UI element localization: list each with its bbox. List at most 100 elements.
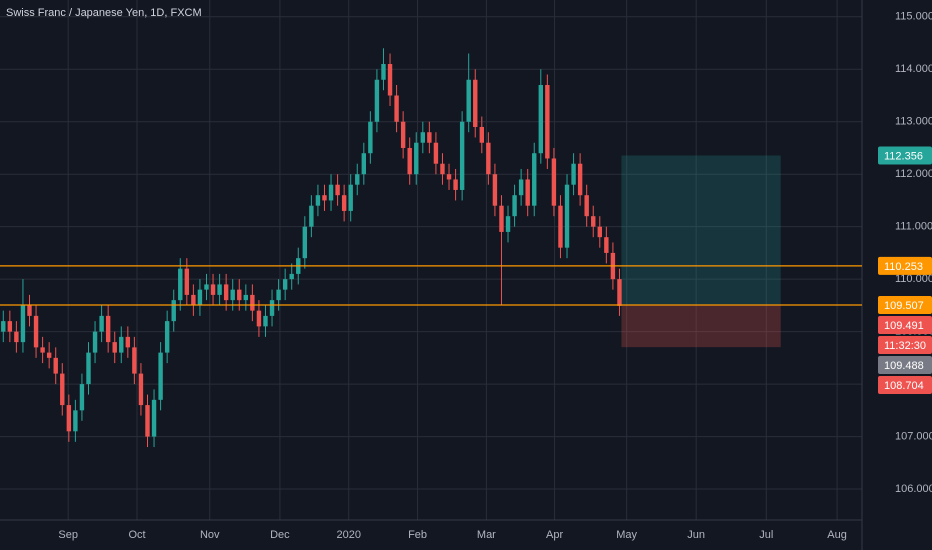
candle-body — [53, 357, 58, 374]
candle-body — [571, 163, 576, 185]
candle-body — [387, 64, 393, 96]
x-tick-label: Sep — [58, 529, 78, 541]
candle-body — [145, 405, 150, 437]
candle-body — [132, 347, 137, 374]
candle-body — [617, 279, 622, 306]
candle-body — [525, 179, 530, 206]
candle-body — [237, 289, 242, 301]
candle-body — [328, 184, 334, 201]
candle-body — [302, 226, 308, 259]
price-tag-label: 110.253 — [884, 261, 923, 273]
candle-body — [584, 195, 589, 217]
y-tick-label: 114.000 — [895, 63, 932, 75]
y-tick-label: 112.000 — [895, 168, 932, 180]
candle-body — [361, 153, 367, 175]
candle-body — [33, 315, 39, 348]
price-tag-label: 11:32:30 — [884, 340, 926, 352]
x-tick-label: Nov — [200, 529, 220, 541]
candle-body — [355, 174, 360, 185]
candle-body — [27, 305, 32, 316]
y-tick-label: 111.000 — [895, 221, 932, 233]
price-tag — [878, 376, 932, 395]
candle-body — [105, 315, 111, 343]
candle-body — [459, 121, 465, 190]
candle-body — [512, 195, 517, 217]
candle-body — [486, 142, 491, 175]
candle-body — [538, 85, 543, 154]
candle-body — [420, 132, 426, 143]
candle-body — [1, 321, 6, 332]
candle-body — [46, 352, 52, 358]
candle-body — [243, 294, 249, 301]
candle-body — [151, 399, 157, 437]
candle-body — [505, 216, 511, 232]
candle-body — [210, 284, 216, 295]
candle-body — [381, 64, 386, 80]
candle-body — [276, 289, 281, 301]
y-tick-label: 113.000 — [895, 116, 932, 128]
candle-body — [282, 279, 288, 290]
candle-body — [335, 184, 340, 196]
candle-body — [394, 95, 399, 122]
price-tag-label: 109.491 — [884, 320, 924, 332]
x-tick-label: Jul — [759, 529, 773, 541]
y-tick-label: 106.000 — [895, 483, 932, 495]
candle-body — [604, 237, 609, 253]
candle-body — [564, 184, 570, 248]
y-tick-label: 107.000 — [895, 430, 932, 442]
candle-body — [60, 373, 65, 406]
candle-body — [473, 79, 478, 127]
candle-body — [348, 184, 353, 211]
candle-body — [440, 163, 445, 175]
candle-body — [577, 163, 583, 196]
candle-body — [217, 284, 222, 295]
x-tick-label: Mar — [477, 529, 496, 541]
y-tick-label: 115.000 — [895, 11, 932, 23]
price-tag — [878, 256, 932, 275]
candle-body — [79, 384, 85, 411]
candle-body — [92, 331, 98, 353]
candle-body — [315, 195, 321, 206]
price-tag — [878, 296, 932, 315]
candle-body — [164, 321, 170, 353]
candle-body — [40, 347, 45, 353]
candle-body — [368, 121, 373, 154]
candle-body — [427, 132, 432, 143]
candle-body — [341, 195, 347, 211]
candle-body — [263, 315, 268, 327]
x-tick-label: Dec — [270, 529, 290, 541]
candle-body — [230, 289, 235, 301]
profit-zone — [621, 155, 781, 306]
price-tag — [878, 316, 932, 335]
price-tag — [878, 336, 932, 355]
candle-body — [223, 284, 229, 301]
candle-body — [73, 410, 78, 432]
candle-body — [14, 331, 19, 343]
candle-body — [256, 310, 262, 327]
candle-body — [197, 289, 203, 306]
candle-body — [269, 300, 275, 316]
candle-body — [466, 79, 471, 122]
candle-body — [309, 205, 314, 227]
candle-body — [20, 305, 26, 343]
candle-body — [99, 315, 104, 332]
candle-body — [86, 352, 91, 385]
candle-body — [551, 158, 557, 206]
candle-body — [499, 205, 504, 232]
candle-body — [532, 153, 537, 206]
price-tag-label: 112.356 — [884, 150, 923, 162]
price-tag-label: 109.488 — [884, 360, 924, 372]
candle-body — [289, 273, 294, 280]
price-tag-label: 108.704 — [884, 380, 924, 392]
candle-body — [492, 174, 498, 206]
chart-title: Swiss Franc / Japanese Yen, 1D, FXCM — [6, 7, 202, 19]
candle-body — [138, 373, 144, 406]
candle-body — [171, 300, 176, 322]
price-tag — [878, 356, 932, 375]
candle-body — [374, 79, 380, 122]
candle-body — [184, 268, 190, 295]
x-tick-label: May — [616, 529, 637, 541]
candle-body — [400, 121, 406, 148]
